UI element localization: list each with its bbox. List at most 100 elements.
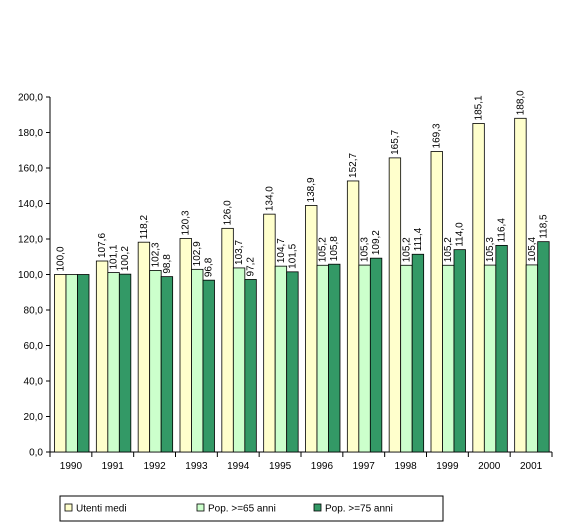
x-tick-label: 1990: [60, 461, 83, 472]
x-tick-label: 1992: [143, 461, 166, 472]
bar-series-3-1994: [244, 279, 257, 453]
data-label: 103,7: [234, 239, 245, 264]
data-label: 134,0: [264, 186, 275, 211]
x-tick-label: 1999: [436, 461, 459, 472]
bars: [54, 117, 550, 453]
x-tick-label: 2000: [478, 461, 501, 472]
y-tick-label: 80,0: [24, 306, 44, 317]
x-tick-label: 1998: [394, 461, 417, 472]
data-label: 105,8: [329, 236, 340, 261]
y-tick-label: 0,0: [29, 448, 43, 459]
y-tick-label: 200,0: [18, 93, 43, 104]
bar-series-1-1996: [305, 205, 318, 453]
data-label: 105,2: [318, 237, 329, 262]
data-label: 96,8: [204, 257, 215, 277]
data-label: 101,1: [109, 244, 120, 269]
y-tick-label: 180,0: [18, 128, 43, 139]
data-label: 120,3: [181, 210, 192, 235]
data-label: 102,9: [192, 241, 203, 266]
x-tick-label: 1996: [311, 461, 334, 472]
bar-series-2-1990: [65, 274, 78, 453]
bar-series-1-1992: [137, 241, 151, 453]
bar-series-2-2000: [483, 264, 497, 453]
data-label: 126,0: [223, 200, 234, 225]
bar-series-2-1998: [400, 264, 413, 453]
legend-label: Pop. >=65 anni: [208, 504, 276, 515]
bar-series-1-2001: [514, 117, 527, 453]
bar-series-1-1990: [54, 274, 67, 453]
data-label: 116,4: [497, 218, 508, 243]
legend-box: [59, 495, 444, 522]
data-labels: 100,0 107,6 118,2 120,3 126,0 134,0 138,9 152,7…: [55, 90, 549, 277]
data-label: 138,9: [306, 177, 317, 202]
bar-series-2-1995: [274, 265, 288, 453]
data-label: 165,7: [390, 129, 401, 154]
data-label: 118,2: [139, 214, 150, 239]
data-label: 105,3: [485, 237, 496, 262]
data-label: 98,8: [162, 254, 173, 274]
bar-series-3-2000: [495, 244, 508, 453]
data-label: 105,2: [443, 237, 454, 262]
data-label: 188,0: [515, 90, 526, 115]
legend-label: Utenti medi: [76, 504, 127, 515]
bar-series-2-2001: [525, 264, 539, 453]
bar-series-3-2001: [537, 241, 550, 453]
bar-series-1-1999: [430, 151, 443, 453]
bar-series-3-1991: [118, 273, 132, 453]
y-tick-label: 160,0: [18, 164, 43, 175]
bar-series-1-1994: [221, 227, 234, 453]
y-tick-label: 100,0: [18, 270, 43, 281]
x-axis: 1990 1991 1992 1993 1994 1995 1996 1997 1998 1999…: [49, 451, 553, 472]
data-label: 107,6: [97, 233, 108, 258]
data-label: 100,2: [120, 246, 131, 271]
bar-series-1-1993: [179, 238, 192, 453]
x-tick-label: 1991: [102, 461, 125, 472]
data-label: 169,3: [432, 123, 443, 148]
data-label: 101,5: [287, 243, 298, 268]
bar-series-2-1994: [232, 267, 246, 453]
data-label: 185,1: [474, 95, 485, 120]
legend-swatch: [64, 503, 73, 512]
y-tick-label: 40,0: [24, 377, 44, 388]
data-label: 100,0: [55, 246, 66, 271]
data-label: 109,2: [371, 230, 382, 255]
bar-series-2-1997: [358, 264, 371, 453]
bar-series-3-1990: [77, 274, 90, 453]
bar-series-2-1991: [107, 272, 120, 453]
data-label: 114,0: [455, 222, 466, 247]
data-label: 97,2: [246, 257, 257, 277]
bar-series-3-1995: [286, 271, 299, 453]
bar-series-1-1991: [95, 260, 109, 453]
legend: Utenti medi Pop. >=65 anni Pop. >=75 anni: [59, 495, 444, 522]
x-tick-label: 1993: [185, 461, 208, 472]
y-tick-label: 60,0: [24, 341, 44, 352]
bar-series-2-1992: [149, 270, 162, 453]
bar-series-2-1996: [316, 264, 329, 453]
legend-label: Pop. >=75 anni: [325, 504, 393, 515]
bar-series-1-2000: [472, 123, 485, 453]
y-tick-label: 120,0: [18, 235, 43, 246]
data-label: 102,3: [150, 242, 161, 267]
bar-series-3-1997: [369, 257, 383, 453]
data-label: 118,5: [538, 214, 549, 239]
legend-swatch: [196, 503, 205, 512]
data-label: 105,3: [360, 237, 371, 262]
data-label: 111,4: [413, 227, 424, 251]
bar-series-3-1998: [411, 253, 425, 453]
bar-series-3-1999: [453, 249, 466, 453]
data-label: 152,7: [348, 152, 359, 177]
y-tick-label: 20,0: [24, 412, 44, 423]
bar-series-3-1992: [160, 276, 174, 453]
bar-series-3-1993: [202, 279, 215, 453]
y-axis: 0,0 20,0 40,0 60,0 80,0 100,0 120,0 140,0 160,0 1…: [18, 93, 51, 459]
bar-series-2-1993: [191, 268, 204, 453]
x-tick-label: 1997: [353, 461, 376, 472]
bar-series-1-1997: [346, 180, 360, 453]
bar-series-1-1998: [388, 157, 402, 453]
bar-series-3-1996: [328, 263, 341, 453]
bar-series-1-1995: [263, 213, 276, 453]
data-label: 105,4: [527, 236, 538, 261]
data-label: 104,7: [276, 238, 287, 263]
y-tick-label: 140,0: [18, 199, 43, 210]
